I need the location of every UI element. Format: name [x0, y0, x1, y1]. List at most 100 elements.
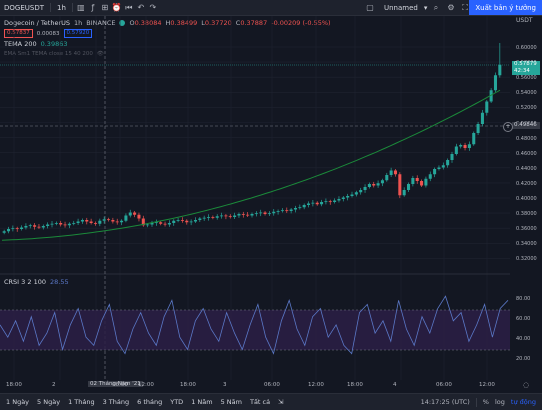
replay-icon[interactable]: ⏮ — [125, 2, 133, 12]
currency-label: USDT — [516, 17, 533, 24]
candle — [424, 176, 428, 188]
symbol-title: Dogecoin / TetherUS — [4, 19, 70, 27]
range-button[interactable]: 1 Ngày — [6, 398, 30, 406]
hidden-eye-icon[interactable]: 👁 — [96, 51, 104, 57]
symbol-legend: Dogecoin / TetherUS 1h BINANCE O0.38084 … — [4, 19, 331, 27]
settings-icon[interactable]: ⚙ — [447, 3, 455, 12]
candle — [267, 211, 271, 216]
candle — [33, 223, 37, 230]
range-button[interactable]: 5 Ngày — [37, 398, 61, 406]
candlestick-series — [2, 43, 502, 235]
undo-icon[interactable]: ↶ — [137, 3, 145, 12]
divider — [49, 3, 51, 12]
candle — [341, 196, 345, 202]
candle — [176, 217, 180, 223]
candle — [124, 213, 128, 223]
candle — [254, 211, 258, 217]
goto-date-icon[interactable]: ⇲ — [278, 398, 284, 406]
publish-idea-button[interactable]: Xuất bản ý tưởng — [469, 0, 542, 15]
candle — [476, 121, 480, 135]
range-button[interactable]: YTD — [170, 398, 184, 406]
legend-interval: 1h — [74, 19, 83, 27]
range-button[interactable]: 1 Năm — [191, 398, 213, 406]
ohlc-l: L0.37720 — [201, 19, 232, 27]
time-tick-label: 12:00 — [138, 382, 154, 388]
candle — [498, 43, 502, 78]
range-button[interactable]: 6 tháng — [137, 398, 163, 406]
candle — [385, 172, 389, 182]
candle — [433, 167, 437, 178]
candle — [24, 223, 28, 230]
candle — [224, 214, 228, 220]
candle — [133, 211, 137, 218]
range-button[interactable]: Tất cả — [249, 398, 271, 406]
candle — [446, 158, 450, 168]
alert-icon[interactable]: ⏰ — [111, 3, 122, 12]
price-tick-label: 0.34000 — [516, 241, 537, 248]
candle — [363, 184, 367, 193]
time-axis[interactable]: 18:00 2 02 Tháng Năm '21 06:00 12:00 18:00 3 06… — [0, 380, 510, 392]
bar-style-icon[interactable]: ▥ — [77, 3, 85, 12]
candle — [202, 215, 206, 221]
candle — [463, 142, 467, 151]
layout-name-button[interactable]: Unnamed ▾ — [384, 0, 427, 15]
candle — [407, 182, 411, 192]
candle — [93, 221, 97, 226]
rsi-band — [0, 310, 510, 350]
range-button[interactable]: 3 Tháng — [102, 398, 130, 406]
crosshair-time-label: 02 Tháng Năm '21 — [88, 381, 143, 387]
rsi-tick-label: 80.00 — [516, 296, 531, 302]
crosshair-price-tag: 0.49846 — [512, 122, 540, 129]
candle — [228, 214, 232, 219]
rsi-line — [0, 295, 509, 355]
candle — [80, 218, 84, 224]
bid-price[interactable]: 0.57837 — [4, 29, 33, 38]
time-tick-label: 12:00 — [308, 382, 324, 388]
candle — [163, 221, 167, 227]
log-toggle[interactable]: log — [494, 398, 505, 406]
price-tick-label: 0.44000 — [516, 165, 537, 172]
candle — [20, 225, 24, 231]
candle — [85, 217, 89, 225]
interval-button[interactable]: 1h — [56, 3, 66, 12]
candle — [2, 229, 6, 235]
candle — [428, 171, 432, 182]
price-tick-label: 0.40000 — [516, 196, 537, 202]
add-plus-icon[interactable]: + — [503, 122, 513, 132]
symbol-search-button[interactable]: DOGEUSDT — [4, 3, 44, 12]
tema-label: TEMA 200 — [4, 40, 37, 48]
auto-scale-toggle[interactable]: tự động — [510, 398, 536, 406]
ema-label: EMA Sm1 TEMA close 15 40 200 — [4, 51, 93, 57]
clock[interactable]: 14:17:25 (UTC) — [420, 398, 470, 406]
fullscreen-icon[interactable]: ⛶ — [462, 2, 468, 12]
candle — [172, 219, 176, 226]
price-tick-label: 0.42000 — [516, 180, 537, 187]
divider — [475, 397, 477, 407]
candle — [102, 216, 106, 224]
candle — [289, 208, 293, 214]
time-axis-settings-icon[interactable]: ◌ — [523, 381, 530, 389]
candle — [63, 221, 67, 228]
search-icon[interactable]: ⌕ — [433, 2, 439, 12]
spread-value: 0.00083 — [36, 30, 60, 37]
templates-icon[interactable]: ⊞ — [101, 3, 109, 12]
candle — [67, 222, 71, 229]
percent-toggle[interactable]: % — [482, 398, 489, 406]
rsi-tick-label: 40.00 — [516, 336, 531, 342]
bottom-toolbar: 1 Ngày 5 Ngày 1 Tháng 3 Tháng 6 tháng YTD 1 Nă… — [0, 393, 542, 410]
time-tick-label: 06:00 — [112, 382, 128, 388]
price-tick-label: 0.36000 — [516, 226, 537, 233]
candle — [180, 217, 184, 223]
candle — [467, 141, 471, 151]
range-button[interactable]: 1 Tháng — [68, 398, 95, 406]
candle — [215, 214, 219, 220]
tema-value: 0.39863 — [40, 40, 68, 48]
candle — [72, 220, 76, 226]
indicators-icon[interactable]: ƒ — [91, 3, 95, 12]
candle — [46, 222, 50, 229]
layout-icon[interactable]: ▢ — [366, 3, 374, 12]
redo-icon[interactable]: ↷ — [149, 3, 157, 12]
price-chart[interactable] — [0, 16, 510, 380]
range-button[interactable]: 5 Năm — [220, 398, 242, 406]
ask-price[interactable]: 0.57920 — [63, 29, 93, 38]
